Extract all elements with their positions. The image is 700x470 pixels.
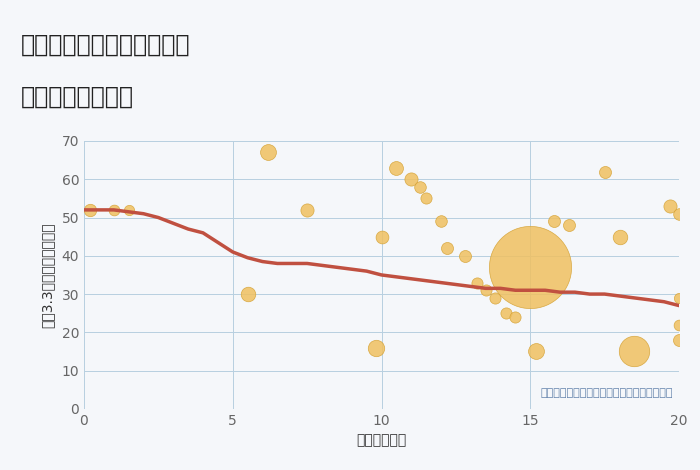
Point	[302, 206, 313, 214]
Text: 円の大きさは、取引のあった物件面積を示す: 円の大きさは、取引のあった物件面積を示す	[540, 388, 673, 398]
Point	[501, 309, 512, 317]
Point	[435, 218, 447, 225]
Point	[242, 290, 253, 298]
Point	[510, 313, 521, 321]
Point	[673, 210, 685, 218]
Text: 奈良県奈良市月ヶ瀬尾山の: 奈良県奈良市月ヶ瀬尾山の	[21, 33, 190, 57]
Point	[123, 206, 134, 214]
Point	[406, 175, 417, 183]
Point	[414, 183, 426, 191]
Point	[525, 264, 536, 271]
Point	[376, 233, 387, 241]
Point	[531, 348, 542, 355]
Point	[480, 287, 491, 294]
Point	[673, 294, 685, 302]
Point	[629, 348, 640, 355]
Point	[664, 202, 676, 210]
Point	[489, 294, 500, 302]
Point	[673, 321, 685, 329]
Point	[370, 344, 381, 352]
Y-axis label: 坪（3.3㎡）単価（万円）: 坪（3.3㎡）単価（万円）	[41, 222, 55, 328]
Point	[614, 233, 625, 241]
Point	[108, 206, 119, 214]
Point	[263, 149, 274, 156]
Point	[564, 221, 575, 229]
Point	[599, 168, 610, 175]
Text: 駅距離別土地価格: 駅距離別土地価格	[21, 85, 134, 109]
Point	[459, 252, 470, 259]
Point	[549, 218, 560, 225]
Point	[471, 279, 482, 286]
Point	[441, 244, 452, 252]
Point	[84, 206, 95, 214]
Point	[421, 195, 432, 202]
X-axis label: 駅距離（分）: 駅距離（分）	[356, 433, 407, 447]
Point	[673, 336, 685, 344]
Point	[391, 164, 402, 172]
